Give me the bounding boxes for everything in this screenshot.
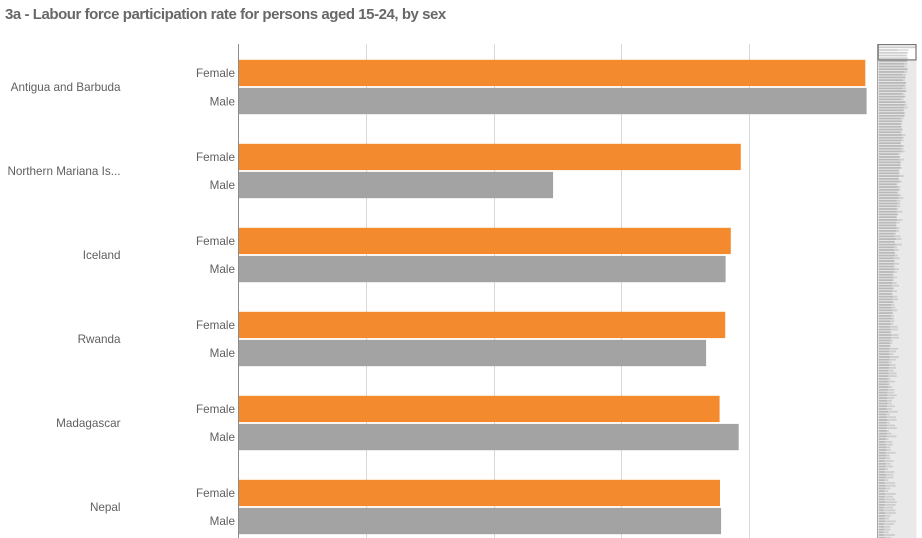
svg-text:Iceland: Iceland [83,249,121,262]
svg-text:Male: Male [210,95,235,108]
svg-text:Male: Male [210,263,235,276]
svg-text:Northern Mariana Is...: Northern Mariana Is... [7,165,120,178]
svg-text:Rwanda: Rwanda [78,333,121,346]
svg-text:Male: Male [210,347,235,360]
svg-text:Nepal: Nepal [90,501,121,514]
svg-text:Female: Female [196,487,235,500]
svg-text:Male: Male [210,431,235,444]
svg-text:Female: Female [196,319,235,332]
svg-text:Female: Female [196,403,235,416]
svg-text:Female: Female [196,151,235,164]
svg-text:Female: Female [196,67,235,80]
svg-text:Antigua and Barbuda: Antigua and Barbuda [11,81,121,94]
svg-text:Male: Male [210,179,235,192]
svg-text:Male: Male [210,515,235,528]
svg-text:Female: Female [196,235,235,248]
svg-text:Madagascar: Madagascar [56,417,120,430]
